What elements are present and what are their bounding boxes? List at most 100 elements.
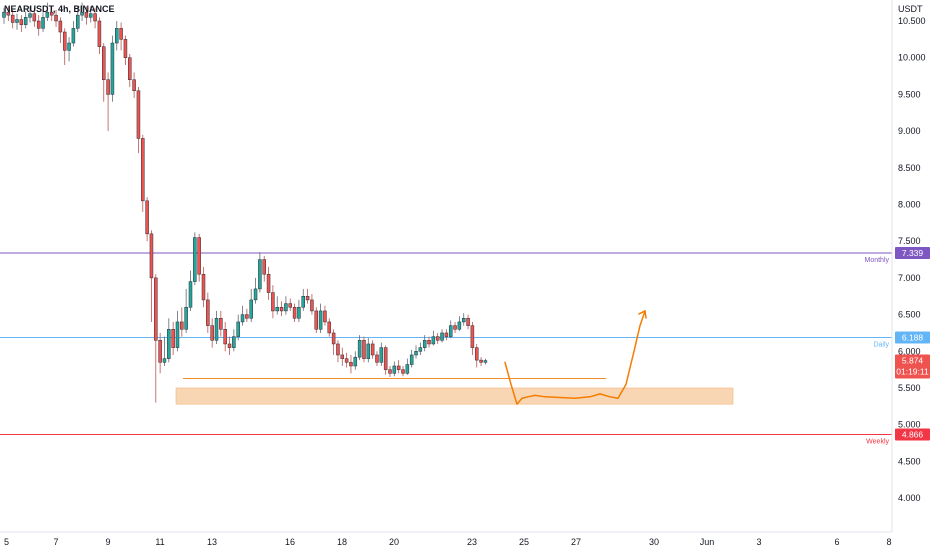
candle-body bbox=[301, 296, 306, 308]
candle bbox=[128, 54, 132, 88]
candle-body bbox=[483, 360, 488, 363]
candle-body bbox=[54, 14, 58, 22]
candle-body bbox=[479, 359, 483, 363]
candle-body bbox=[253, 288, 258, 301]
candle bbox=[258, 252, 262, 293]
candle-body bbox=[123, 39, 128, 58]
candle-body bbox=[323, 310, 327, 323]
y-tick-label: 5.000 bbox=[898, 420, 921, 430]
current-price-badge bbox=[895, 354, 930, 379]
y-tick-label: 10.000 bbox=[898, 53, 926, 63]
symbol-title[interactable]: NEARUSDT, 4h, BINANCE bbox=[4, 4, 115, 14]
y-tick-label: 5.500 bbox=[898, 383, 921, 393]
candle bbox=[154, 274, 158, 403]
candle bbox=[292, 303, 297, 322]
candle bbox=[314, 307, 319, 333]
candle-body bbox=[271, 292, 275, 312]
candle bbox=[19, 15, 24, 33]
level-badge-weekly-text: 4.866 bbox=[902, 430, 924, 440]
candle bbox=[167, 318, 171, 363]
candle bbox=[457, 316, 462, 331]
candle bbox=[405, 358, 410, 375]
candle-body bbox=[128, 57, 132, 80]
candle-body bbox=[115, 28, 119, 44]
candle-body bbox=[223, 329, 227, 345]
candle-body bbox=[349, 362, 353, 367]
candle-body bbox=[427, 340, 431, 345]
current-price-badge-text: 5.874 bbox=[902, 356, 924, 366]
candle bbox=[219, 310, 223, 337]
candle bbox=[149, 230, 154, 322]
level-name-monthly: Monthly bbox=[864, 257, 889, 264]
candle-body bbox=[401, 369, 405, 374]
x-tick-label: 16 bbox=[285, 537, 295, 547]
x-tick-label: 23 bbox=[467, 537, 477, 547]
candle-body bbox=[141, 138, 145, 202]
x-tick-label: 18 bbox=[337, 537, 347, 547]
x-axis-ticks[interactable]: 5 7 9 11 13 16 18 20 23 25 27 30 Jun 3 6 8 bbox=[4, 537, 892, 547]
support-zone bbox=[175, 387, 734, 405]
candle-body bbox=[418, 347, 423, 352]
level-name-daily: Daily bbox=[873, 342, 889, 349]
candle-body bbox=[41, 17, 45, 29]
candle-body bbox=[457, 321, 462, 330]
candle-body bbox=[49, 11, 54, 16]
level-badge-daily bbox=[895, 331, 930, 344]
candle bbox=[175, 310, 180, 352]
projection-path bbox=[504, 310, 646, 405]
candle-body bbox=[201, 273, 206, 301]
candle bbox=[253, 277, 258, 304]
candle-body bbox=[461, 318, 466, 323]
candle-body bbox=[6, 11, 11, 16]
candle-body bbox=[409, 354, 414, 365]
candle bbox=[201, 266, 206, 308]
level-name-weekly: Weekly bbox=[866, 439, 889, 446]
y-axis-ticks[interactable]: 10.500 10.000 9.500 9.000 8.500 8.000 7.500 7.0… bbox=[898, 16, 926, 503]
candle-body bbox=[331, 332, 336, 345]
candle bbox=[36, 15, 41, 36]
level-badge-daily-text: 6.188 bbox=[902, 333, 924, 343]
candle bbox=[210, 318, 214, 348]
candle bbox=[54, 9, 58, 27]
candle-body bbox=[15, 19, 19, 23]
candle bbox=[141, 134, 145, 212]
candle-body bbox=[132, 79, 136, 91]
candle-body bbox=[219, 318, 223, 330]
candle-body bbox=[379, 347, 384, 363]
candle-body bbox=[422, 340, 427, 348]
x-tick-label: Jun bbox=[700, 537, 715, 547]
candle bbox=[305, 288, 310, 304]
candle bbox=[188, 270, 193, 311]
candle bbox=[15, 13, 19, 30]
candle-body bbox=[227, 343, 232, 348]
candle bbox=[388, 365, 392, 377]
candle-body bbox=[357, 340, 362, 358]
candle-body bbox=[171, 329, 175, 348]
candle bbox=[67, 37, 71, 62]
candle bbox=[310, 294, 314, 315]
candle bbox=[331, 329, 336, 355]
candle bbox=[483, 358, 488, 365]
candle bbox=[93, 7, 97, 29]
candle bbox=[158, 332, 162, 374]
candle bbox=[427, 336, 431, 348]
candle bbox=[180, 307, 184, 337]
candle bbox=[71, 21, 76, 47]
candle bbox=[401, 365, 405, 377]
candle bbox=[318, 303, 323, 333]
candle bbox=[110, 35, 115, 102]
x-tick-label: 30 bbox=[649, 537, 659, 547]
candle-body bbox=[75, 14, 80, 29]
candle bbox=[340, 347, 345, 366]
candle bbox=[197, 233, 201, 282]
candle-body bbox=[383, 347, 388, 370]
candle-body bbox=[392, 365, 397, 374]
candle-body bbox=[58, 20, 63, 33]
x-tick-label: 3 bbox=[756, 537, 761, 547]
candle-body bbox=[97, 20, 102, 47]
x-tick-label: 7 bbox=[53, 537, 58, 547]
level-badge-weekly bbox=[895, 428, 930, 441]
